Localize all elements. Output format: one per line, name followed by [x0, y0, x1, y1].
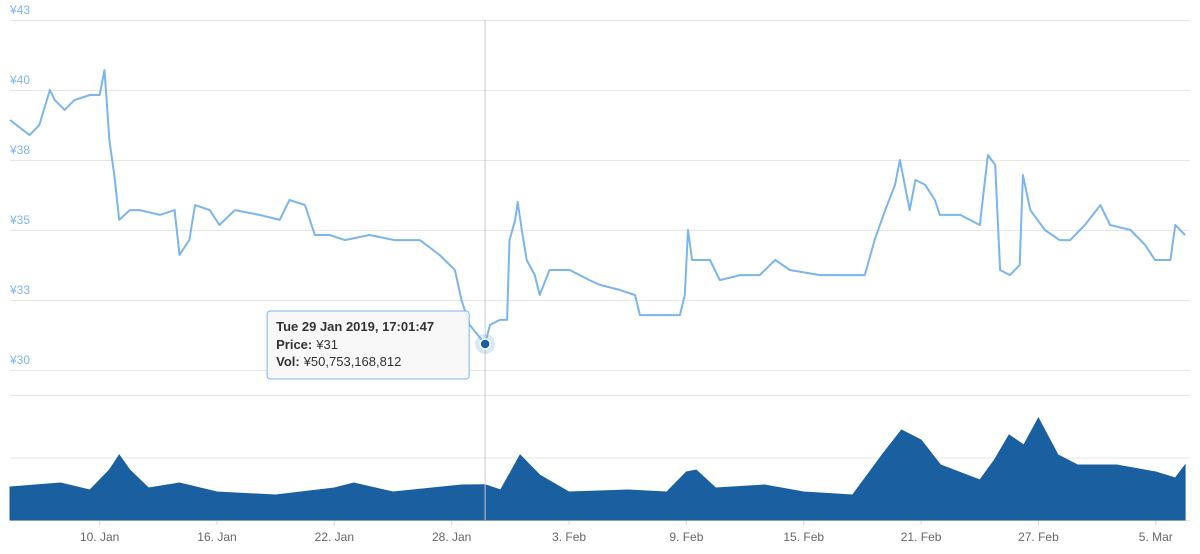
- y-tick-label: ¥43: [9, 3, 30, 17]
- x-tick-label: 5. Mar: [1139, 530, 1173, 544]
- tooltip-value: ¥50,753,168,812: [303, 354, 402, 369]
- x-tick-label: 28. Jan: [432, 530, 471, 544]
- x-tick-label: 22. Jan: [315, 530, 354, 544]
- tooltip-value: ¥31: [315, 337, 338, 352]
- tooltip-label: Vol:: [276, 354, 300, 369]
- tooltip-header: Tue 29 Jan 2019, 17:01:47: [276, 319, 434, 334]
- y-tick-label: ¥38: [9, 143, 30, 157]
- y-tick-label: ¥40: [9, 73, 30, 87]
- tooltip-box: [266, 310, 470, 380]
- hover-point: [479, 338, 491, 350]
- x-tick-label: 21. Feb: [901, 530, 942, 544]
- y-tick-label: ¥30: [9, 353, 30, 367]
- x-tick-label: 10. Jan: [80, 530, 119, 544]
- x-tick-label: 9. Feb: [669, 530, 703, 544]
- x-tick-label: 15. Feb: [783, 530, 824, 544]
- tooltip: Tue 29 Jan 2019, 17:01:47 Price: ¥31 Vol: ¥5…: [266, 310, 470, 380]
- x-tick-label: 16. Jan: [197, 530, 236, 544]
- volume-area: [9, 416, 1186, 521]
- x-tick-label: 27. Feb: [1018, 530, 1059, 544]
- price-line: [9, 69, 1186, 345]
- x-tick-label: 3. Feb: [552, 530, 586, 544]
- y-tick-label: ¥35: [9, 213, 30, 227]
- tooltip-label: Price:: [276, 337, 312, 352]
- y-tick-label: ¥33: [9, 283, 30, 297]
